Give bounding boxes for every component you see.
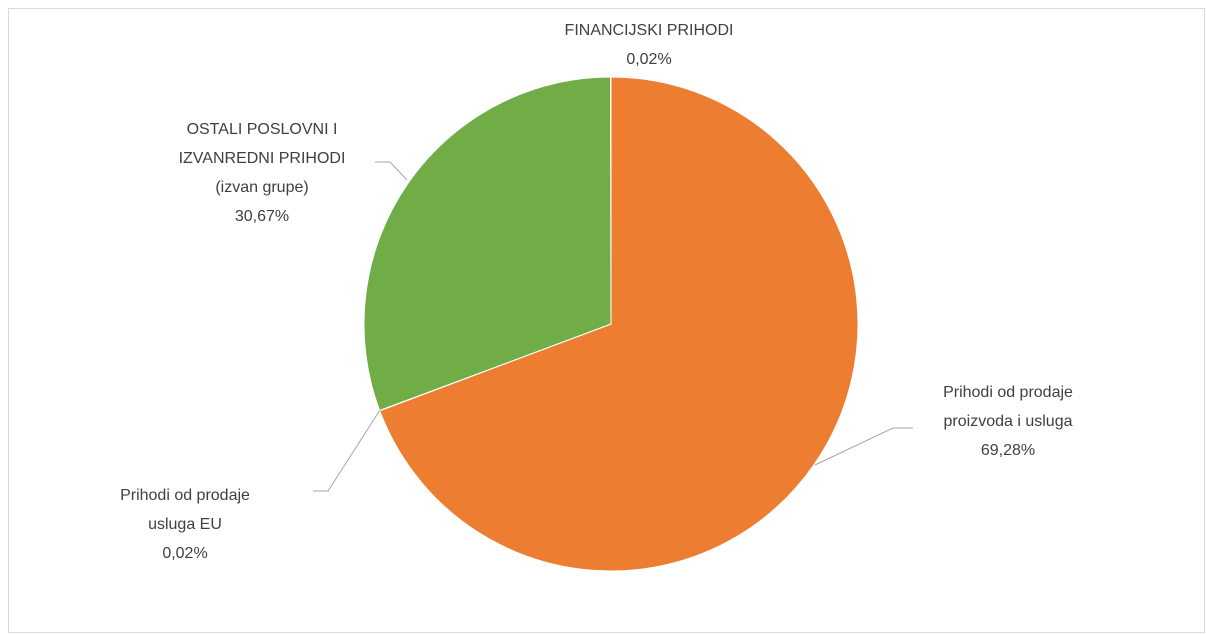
leader-line [814,427,913,466]
pie-slice [363,76,612,412]
slice-value-label: 0,02% [162,545,208,562]
slice-label: Prihodi od prodaje usluga EU [120,487,250,533]
slice-label: FINANCIJSKI PRIHODI [564,22,734,39]
leader-line [313,409,381,492]
slice-value-label: 69,28% [980,442,1036,459]
slice-label: OSTALI POSLOVNI I IZVANREDNI PRIHODI (iz… [178,121,346,196]
pie-slice [379,76,859,572]
slice-value-label: 30,67% [234,208,290,225]
leader-line [375,161,408,181]
slice-label: Prihodi od prodaje proizvoda i usluga [943,384,1073,430]
slice-value-label: 0,02% [626,51,672,68]
